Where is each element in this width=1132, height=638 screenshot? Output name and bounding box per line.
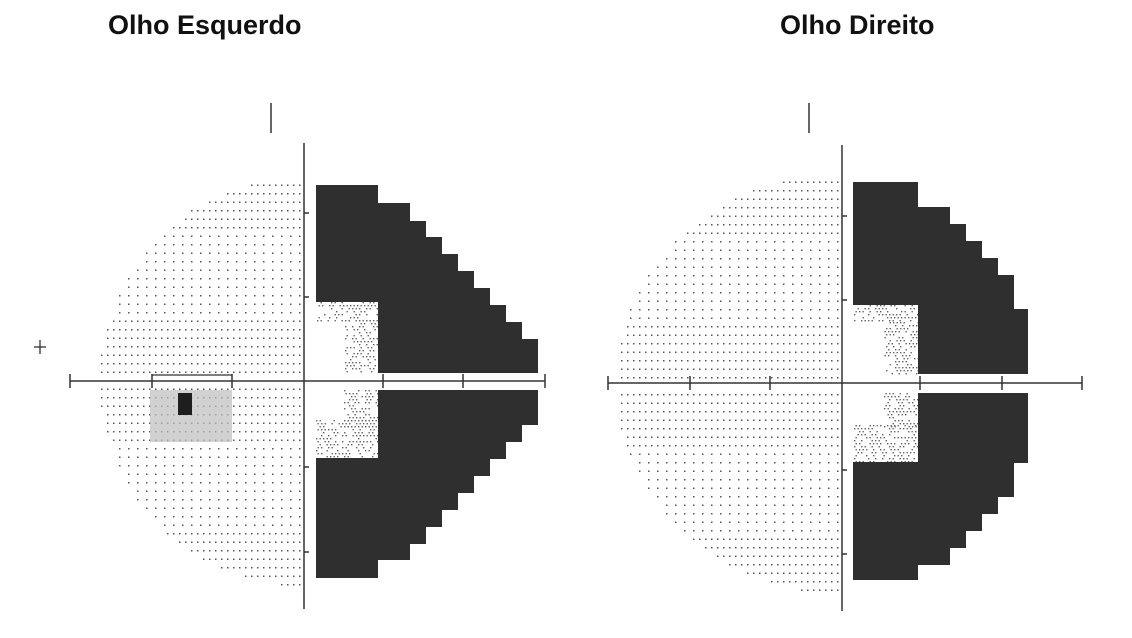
blind-spot (150, 390, 232, 442)
normal-field-dots (621, 182, 839, 592)
defect-upper-right (853, 182, 1028, 374)
right-eye-visual-field (608, 103, 1082, 611)
normal-field-dots (101, 185, 301, 586)
defect-lower-right (853, 393, 1028, 580)
left-eye-visual-field (34, 103, 545, 609)
relative-defect-stipple (316, 302, 380, 457)
defect-upper-right (316, 185, 538, 373)
